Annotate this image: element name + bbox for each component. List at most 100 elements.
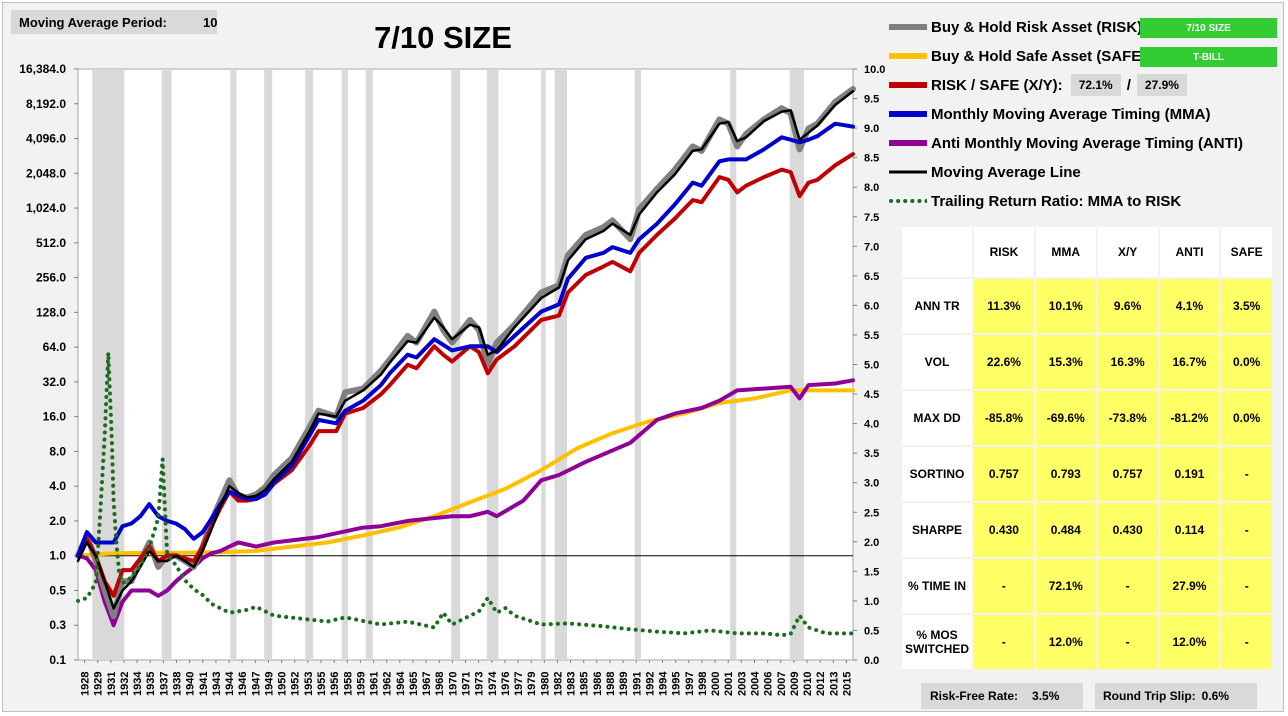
- x-tick-label: 2006: [763, 672, 775, 696]
- table-row: SHARPE 0.430 0.484 0.430 0.114 -: [900, 501, 1274, 559]
- left-tick-label: 0.3: [49, 618, 66, 632]
- stats-col-header: X/Y: [1095, 225, 1160, 279]
- x-tick-label: 1962: [382, 672, 394, 696]
- left-tick-label: 128.0: [36, 305, 66, 319]
- x-tick-label: 1998: [697, 672, 709, 696]
- table-row: ANN TR 11.3% 10.1% 9.6% 4.1% 3.5%: [900, 277, 1274, 335]
- legend-safe-label: Buy & Hold Safe Asset (SAFE):: [931, 47, 1152, 65]
- stat-cell: 0.0%: [1219, 333, 1274, 391]
- series-risk-safe-x-y: [76, 152, 855, 598]
- x-tick-label: 1985: [579, 672, 591, 696]
- x-tick-label: 1946: [237, 672, 249, 696]
- right-tick-label: 6.5: [864, 271, 879, 283]
- legend-mma-label: Monthly Moving Average Timing (MMA): [931, 105, 1211, 123]
- stat-cell: 12.0%: [1033, 613, 1098, 671]
- stats-header-row: RISK MMA X/Y ANTI SAFE: [900, 225, 1274, 279]
- stat-cell: 0.430: [972, 501, 1036, 559]
- legend-xy-label: RISK / SAFE (X/Y):: [931, 76, 1063, 94]
- x-tick-label: 1955: [316, 672, 328, 696]
- left-tick-label: 2,048.0: [26, 166, 66, 180]
- x-tick-label: 2010: [802, 672, 814, 696]
- row-label: ANN TR: [900, 277, 974, 335]
- right-tick-label: 3.0: [864, 478, 879, 490]
- x-tick-label: 1968: [434, 672, 446, 696]
- row-label: VOL: [900, 333, 974, 391]
- x-tick-label: 1937: [158, 672, 170, 696]
- row-label: % TIME IN: [900, 557, 974, 615]
- recession-band: [341, 69, 348, 660]
- x-tick-label: 1952: [290, 672, 302, 696]
- x-tick-label: 1953: [303, 672, 315, 696]
- legend-safe: Buy & Hold Safe Asset (SAFE):: [889, 44, 1151, 68]
- x-tick-label: 1943: [211, 672, 223, 696]
- left-tick-label: 64.0: [43, 340, 67, 354]
- x-tick-label: 1931: [106, 672, 118, 696]
- recession-band: [554, 69, 568, 660]
- legend-ma-line-swatch: [889, 170, 927, 174]
- recession-band: [789, 69, 805, 660]
- x-tick-label: 1979: [526, 672, 538, 696]
- left-tick-label: 512.0: [36, 236, 66, 250]
- stat-cell: 4.1%: [1157, 277, 1222, 335]
- x-tick-label: 1949: [263, 672, 275, 696]
- stat-cell: -85.8%: [972, 389, 1036, 447]
- stats-col-header: [900, 225, 974, 279]
- right-tick-label: 7.5: [864, 212, 879, 224]
- left-tick-label: 0.5: [49, 583, 66, 597]
- stat-cell: -: [1219, 501, 1274, 559]
- x-tick-label: 2009: [789, 672, 801, 696]
- chart-title: 7/10 SIZE: [374, 20, 512, 55]
- series-moving-average-line: [76, 90, 855, 610]
- recession-band: [541, 69, 546, 660]
- x-tick-label: 1997: [684, 672, 696, 696]
- xy-risk-pct: 72.1%: [1070, 74, 1121, 96]
- stat-cell: -: [1219, 445, 1274, 503]
- table-row: % TIME IN - 72.1% - 27.9% -: [900, 557, 1274, 615]
- right-tick-label: 10.0: [864, 64, 885, 76]
- row-label: SORTINO: [900, 445, 974, 503]
- right-tick-label: 1.5: [864, 566, 879, 578]
- round-trip-slip-box: Round Trip Slip: 0.6%: [1095, 683, 1257, 709]
- x-tick-label: 1938: [172, 672, 184, 696]
- x-tick-label: 1934: [132, 671, 144, 696]
- stat-cell: 0.757: [1095, 445, 1160, 503]
- xy-separator: /: [1126, 76, 1131, 94]
- right-tick-label: 2.0: [864, 537, 879, 549]
- x-tick-label: 2003: [736, 672, 748, 696]
- left-tick-label: 8,192.0: [26, 97, 66, 111]
- x-tick-label: 1971: [461, 672, 473, 696]
- x-tick-label: 2007: [776, 672, 788, 696]
- performance-chart: 16,384.0 8,192.0 4,096.0 2,048.0 1,024.0 512.…: [19, 62, 885, 696]
- x-tick-label: 1980: [539, 672, 551, 696]
- right-tick-label: 0.5: [864, 625, 879, 637]
- x-tick-label: 1929: [93, 672, 105, 696]
- legend-anti-label: Anti Monthly Moving Average Timing (ANTI…: [931, 134, 1243, 152]
- table-row: MAX DD -85.8% -69.6% -73.8% -81.2% 0.0%: [900, 389, 1274, 447]
- row-label: % MOS SWITCHED: [900, 613, 974, 671]
- legend-safe-swatch: [889, 53, 927, 59]
- x-tick-label: 1989: [618, 672, 630, 696]
- legend-risk-swatch: [889, 24, 927, 30]
- left-tick-label: 256.0: [36, 271, 66, 285]
- series-anti-monthly-moving-average-timing-anti: [76, 378, 855, 628]
- x-tick-label: 1965: [408, 672, 420, 696]
- stats-col-header: SAFE: [1219, 225, 1274, 279]
- x-tick-label: 1956: [329, 672, 341, 696]
- x-tick-label: 1982: [552, 672, 564, 696]
- stat-cell: 27.9%: [1157, 557, 1222, 615]
- stats-col-header: RISK: [972, 225, 1036, 279]
- left-tick-label: 16,384.0: [19, 62, 66, 76]
- left-tick-label: 2.0: [49, 514, 66, 528]
- recession-band: [730, 69, 737, 660]
- legend-ratio-label: Trailing Return Ratio: MMA to RISK: [931, 192, 1182, 210]
- recession-band: [365, 69, 373, 660]
- stat-cell: -81.2%: [1157, 389, 1222, 447]
- stat-cell: -: [972, 613, 1036, 671]
- left-tick-label: 32.0: [43, 375, 67, 389]
- right-tick-label: 0.0: [864, 655, 879, 667]
- stat-cell: 12.0%: [1157, 613, 1222, 671]
- stat-cell: 0.484: [1033, 501, 1098, 559]
- legend-anti-swatch: [889, 140, 927, 146]
- stat-cell: 22.6%: [972, 333, 1036, 391]
